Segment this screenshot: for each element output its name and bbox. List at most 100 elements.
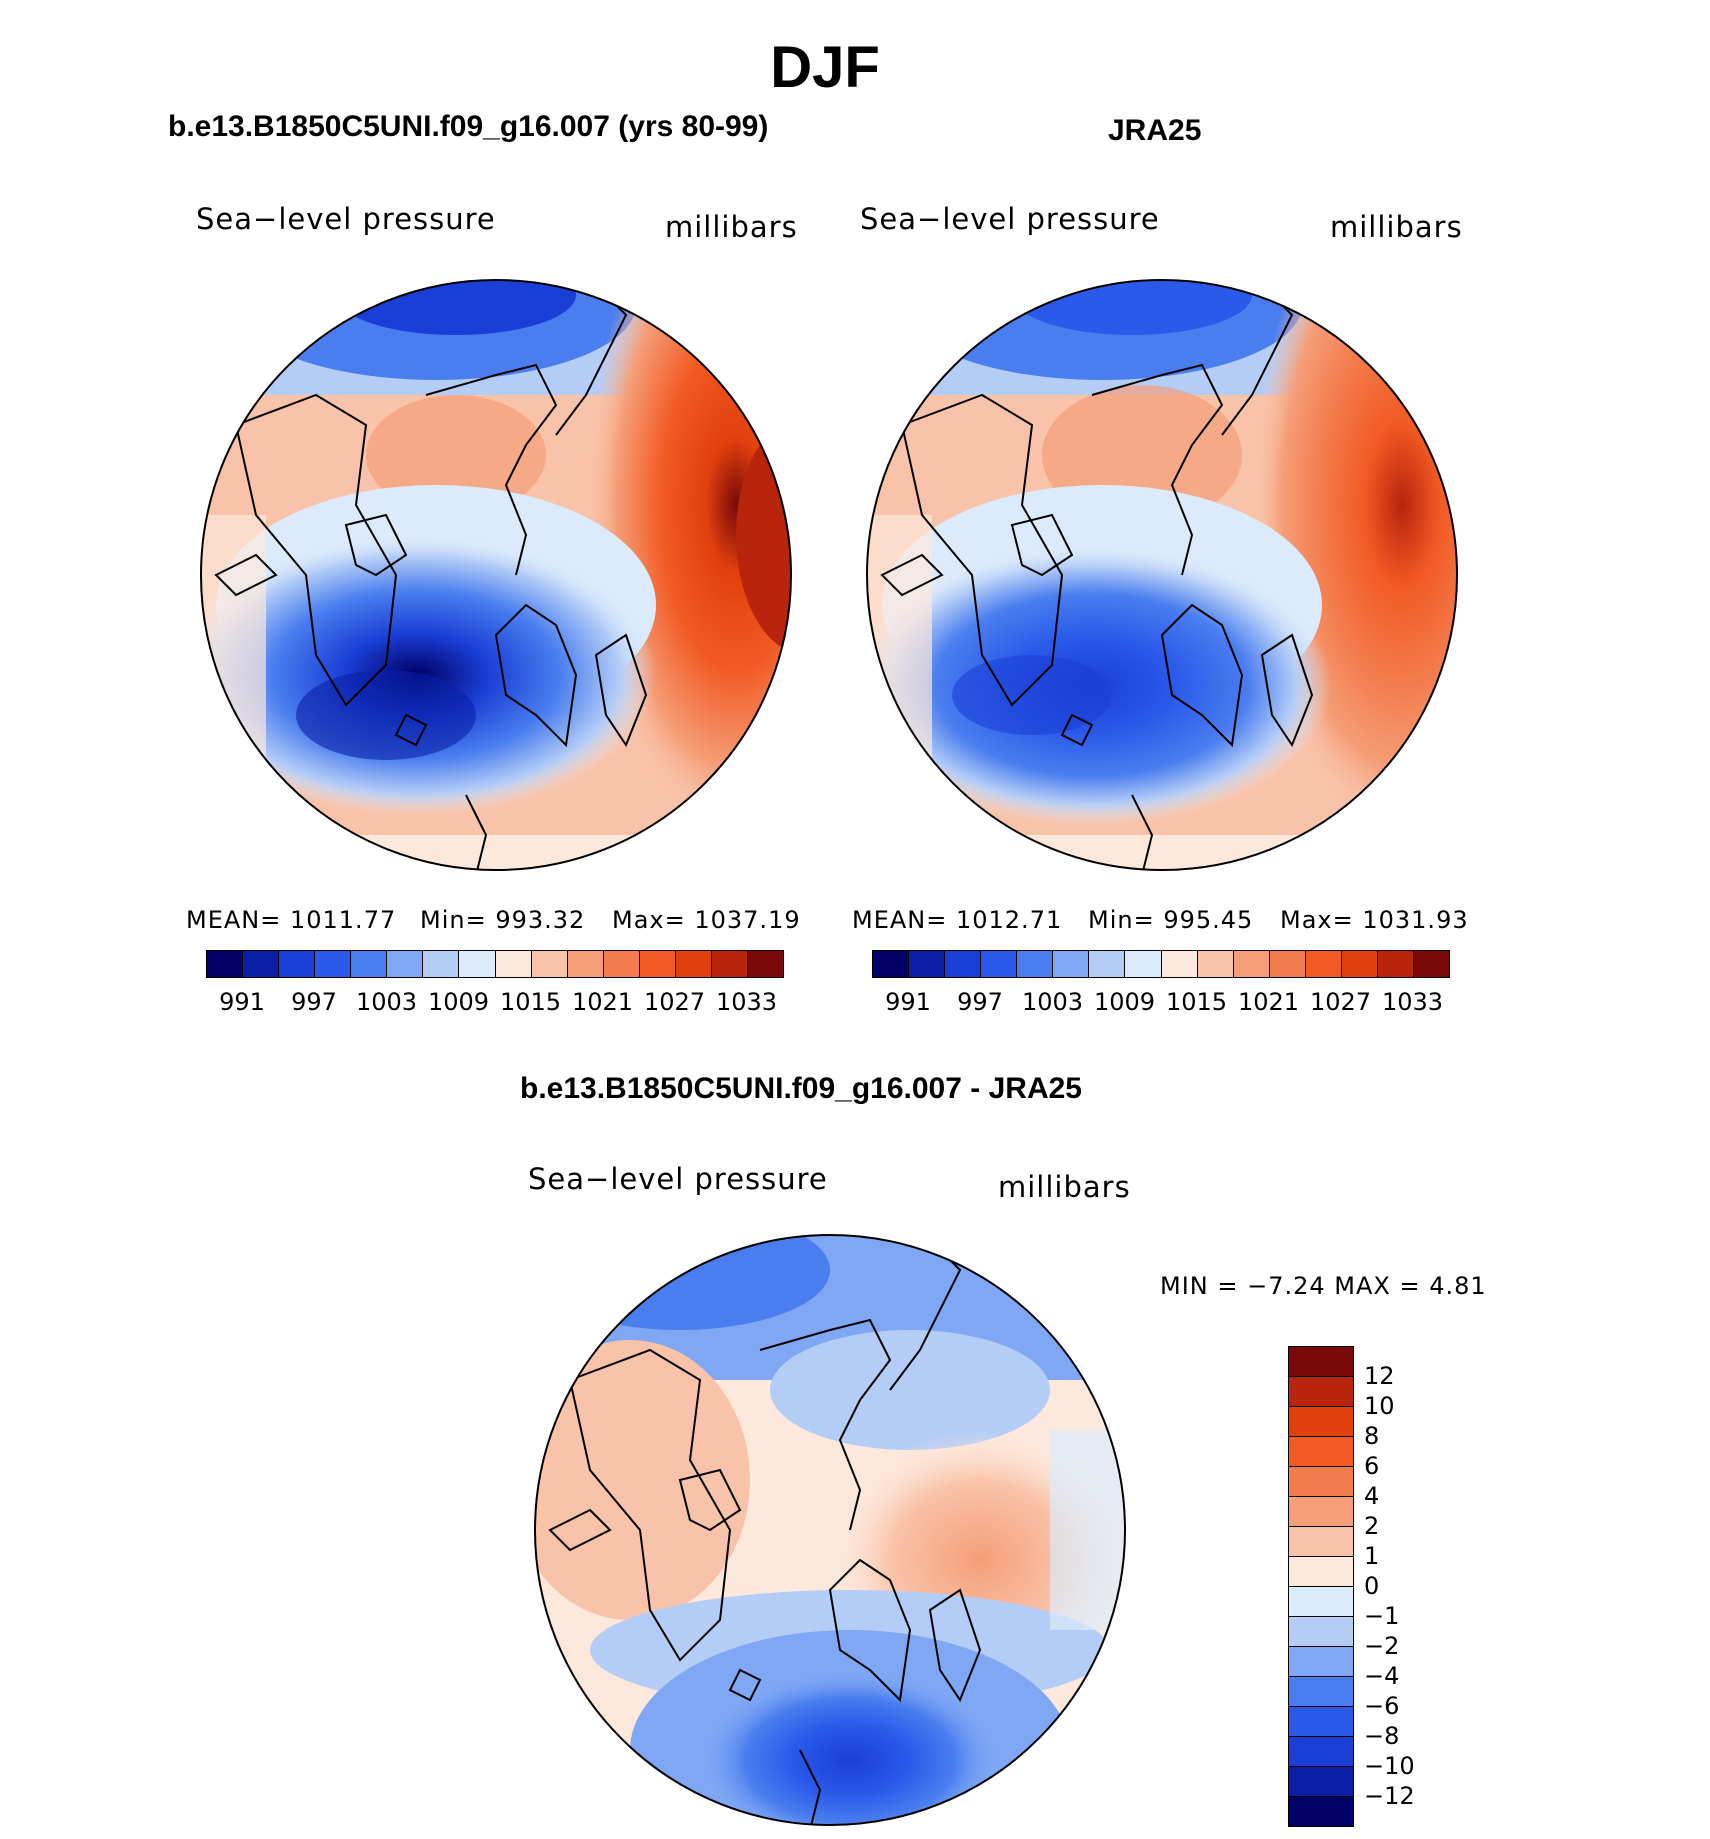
colorbar-tick-label: 0: [1364, 1572, 1380, 1600]
colorbar-tick-label: 991: [219, 988, 265, 1016]
colorbar-swatch: [567, 951, 604, 977]
colorbar-swatch: [603, 951, 640, 977]
panel-1-min: Min= 993.32: [420, 906, 586, 934]
colorbar-tick-label: 1027: [1310, 988, 1372, 1016]
colorbar-swatch: [1197, 951, 1234, 977]
colorbar-tick-label: 1033: [1382, 988, 1444, 1016]
panel-2-min: Min= 995.45: [1088, 906, 1254, 934]
colorbar-swatch: [639, 951, 676, 977]
colorbar-tick-label: 8: [1364, 1422, 1380, 1450]
panel-2-colorbar-labels: 991 997 1003 1009 1015 1021 1027 1033: [872, 988, 1448, 1018]
colorbar-swatch: [1125, 951, 1162, 977]
colorbar-swatch: [1377, 951, 1414, 977]
panel-1-mean: MEAN= 1011.77: [186, 906, 397, 934]
colorbar-tick-label: −12: [1364, 1782, 1415, 1810]
colorbar-swatch: [1289, 1587, 1353, 1617]
panel-1-title: b.e13.B1850C5UNI.f09_g16.007 (yrs 80-99): [168, 110, 769, 143]
colorbar-swatch: [1289, 1707, 1353, 1737]
colorbar-swatch: [1289, 1347, 1353, 1377]
colorbar-tick-label: −1: [1364, 1602, 1400, 1630]
colorbar-tick-label: 12: [1364, 1362, 1395, 1390]
panel-1-max: Max= 1037.19: [612, 906, 801, 934]
colorbar-swatch: [1341, 951, 1378, 977]
colorbar-swatch: [711, 951, 748, 977]
panel-2-title: JRA25: [1108, 114, 1202, 147]
colorbar-swatch: [1289, 1527, 1353, 1557]
colorbar-tick-label: −8: [1364, 1722, 1400, 1750]
colorbar-swatch: [459, 951, 496, 977]
panel-1-colorbar-labels: 991 997 1003 1009 1015 1021 1027 1033: [206, 988, 782, 1018]
colorbar-swatch: [279, 951, 316, 977]
colorbar-tick-label: 1015: [1166, 988, 1228, 1016]
panel-1-variable-label: Sea−level pressure: [196, 202, 496, 236]
colorbar-swatch: [747, 951, 783, 977]
colorbar-tick-label: 1033: [716, 988, 778, 1016]
panel-2-colorbar: [872, 950, 1450, 978]
colorbar-swatch: [1413, 951, 1449, 977]
colorbar-tick-label: −6: [1364, 1692, 1400, 1720]
colorbar-swatch: [1289, 1767, 1353, 1797]
colorbar-tick-label: −4: [1364, 1662, 1400, 1690]
colorbar-tick-label: 1009: [1094, 988, 1156, 1016]
colorbar-swatch: [1053, 951, 1090, 977]
colorbar-swatch: [1233, 951, 1270, 977]
colorbar-tick-label: 1021: [1238, 988, 1300, 1016]
panel-3-units-label: millibars: [998, 1170, 1131, 1204]
colorbar-swatch: [1289, 1677, 1353, 1707]
colorbar-swatch: [1289, 1617, 1353, 1647]
colorbar-swatch: [945, 951, 982, 977]
colorbar-swatch: [1289, 1497, 1353, 1527]
colorbar-swatch: [1289, 1737, 1353, 1767]
colorbar-tick-label: 4: [1364, 1482, 1380, 1510]
colorbar-swatch: [351, 951, 388, 977]
panel-2-units-label: millibars: [1330, 210, 1463, 244]
colorbar-tick-label: −2: [1364, 1632, 1400, 1660]
colorbar-swatch: [1161, 951, 1198, 977]
panel-1-polar-map: [200, 279, 792, 871]
panel-3-colorbar-labels: 12 10 8 6 4 2 1 0 −1 −2 −4 −6 −8 −10 −12: [1364, 1346, 1444, 1816]
figure-title: DJF: [770, 35, 880, 100]
colorbar-tick-label: 1003: [356, 988, 418, 1016]
colorbar-tick-label: 10: [1364, 1392, 1395, 1420]
colorbar-swatch: [909, 951, 946, 977]
colorbar-swatch: [1305, 951, 1342, 977]
panel-2-polar-map: [866, 279, 1458, 871]
colorbar-swatch: [1017, 951, 1054, 977]
colorbar-tick-label: 1015: [500, 988, 562, 1016]
colorbar-swatch: [423, 951, 460, 977]
colorbar-tick-label: 2: [1364, 1512, 1380, 1540]
colorbar-swatch: [1289, 1467, 1353, 1497]
panel-3-title: b.e13.B1850C5UNI.f09_g16.007 - JRA25: [520, 1072, 1082, 1105]
panel-3-variable-label: Sea−level pressure: [528, 1162, 828, 1196]
colorbar-tick-label: 6: [1364, 1452, 1380, 1480]
panel-1-colorbar: [206, 950, 784, 978]
colorbar-swatch: [1289, 1557, 1353, 1587]
colorbar-swatch: [1289, 1377, 1353, 1407]
colorbar-tick-label: 997: [957, 988, 1003, 1016]
colorbar-tick-label: 1027: [644, 988, 706, 1016]
colorbar-swatch: [315, 951, 352, 977]
colorbar-swatch: [675, 951, 712, 977]
colorbar-swatch: [1289, 1647, 1353, 1677]
colorbar-swatch: [531, 951, 568, 977]
colorbar-swatch: [1089, 951, 1126, 977]
panel-2-variable-label: Sea−level pressure: [860, 202, 1160, 236]
colorbar-tick-label: 997: [291, 988, 337, 1016]
colorbar-swatch: [873, 951, 910, 977]
panel-2-max: Max= 1031.93: [1280, 906, 1469, 934]
colorbar-swatch: [981, 951, 1018, 977]
colorbar-swatch: [1269, 951, 1306, 977]
panel-2-mean: MEAN= 1012.71: [852, 906, 1063, 934]
colorbar-tick-label: 1: [1364, 1542, 1380, 1570]
colorbar-tick-label: 1003: [1022, 988, 1084, 1016]
colorbar-swatch: [207, 951, 244, 977]
colorbar-swatch: [243, 951, 280, 977]
colorbar-tick-label: 991: [885, 988, 931, 1016]
colorbar-tick-label: 1021: [572, 988, 634, 1016]
colorbar-swatch: [1289, 1437, 1353, 1467]
colorbar-swatch: [495, 951, 532, 977]
colorbar-swatch: [387, 951, 424, 977]
panel-3-colorbar: [1288, 1346, 1354, 1827]
colorbar-tick-label: −10: [1364, 1752, 1415, 1780]
panel-3-polar-map: [534, 1234, 1126, 1826]
